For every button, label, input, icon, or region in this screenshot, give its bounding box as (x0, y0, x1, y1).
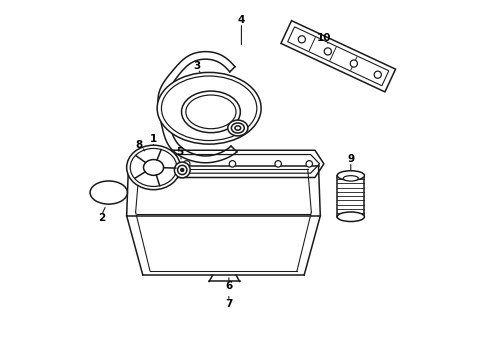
Text: 3: 3 (193, 61, 200, 71)
Text: 1: 1 (150, 134, 157, 144)
Ellipse shape (228, 120, 248, 136)
Circle shape (181, 168, 184, 171)
Circle shape (374, 71, 381, 78)
Circle shape (350, 60, 357, 67)
Ellipse shape (181, 91, 240, 133)
Ellipse shape (144, 159, 164, 175)
Ellipse shape (174, 162, 190, 178)
Text: 9: 9 (347, 154, 354, 164)
Ellipse shape (90, 181, 127, 204)
Text: 2: 2 (98, 213, 105, 222)
Ellipse shape (126, 145, 180, 190)
Circle shape (183, 161, 190, 167)
Text: 5: 5 (176, 147, 183, 157)
Text: 4: 4 (238, 15, 245, 26)
Circle shape (298, 36, 305, 43)
Text: 7: 7 (225, 299, 233, 309)
Ellipse shape (157, 72, 261, 144)
Text: 10: 10 (317, 33, 331, 42)
Text: 6: 6 (225, 281, 232, 291)
Ellipse shape (337, 171, 365, 180)
Ellipse shape (337, 212, 365, 221)
Circle shape (306, 161, 313, 167)
Circle shape (324, 48, 331, 55)
Circle shape (152, 161, 159, 167)
Ellipse shape (343, 176, 358, 181)
Polygon shape (281, 21, 395, 92)
Circle shape (275, 161, 281, 167)
Circle shape (229, 161, 236, 167)
Text: 8: 8 (136, 140, 143, 150)
